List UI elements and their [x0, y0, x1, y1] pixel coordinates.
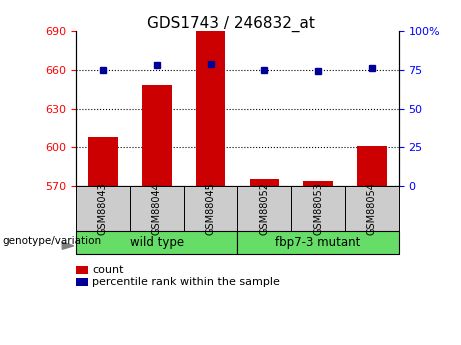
Text: GSM88043: GSM88043 [98, 183, 108, 235]
Text: GSM88053: GSM88053 [313, 182, 323, 235]
Bar [142, 85, 171, 186]
Text: genotype/variation: genotype/variation [2, 236, 101, 246]
Bar [357, 146, 387, 186]
Polygon shape [62, 242, 74, 249]
Bar [88, 137, 118, 186]
Text: GSM88044: GSM88044 [152, 183, 162, 235]
Text: wild type: wild type [130, 236, 184, 249]
Bar [303, 181, 333, 186]
Bar [196, 31, 225, 186]
Text: percentile rank within the sample: percentile rank within the sample [92, 277, 280, 287]
Text: count: count [92, 265, 124, 275]
Text: fbp7-3 mutant: fbp7-3 mutant [275, 236, 361, 249]
Text: GSM88045: GSM88045 [206, 182, 216, 235]
Text: GSM88054: GSM88054 [367, 182, 377, 235]
Text: GDS1743 / 246832_at: GDS1743 / 246832_at [147, 16, 314, 32]
Text: GSM88052: GSM88052 [259, 182, 269, 235]
Bar [249, 178, 279, 186]
